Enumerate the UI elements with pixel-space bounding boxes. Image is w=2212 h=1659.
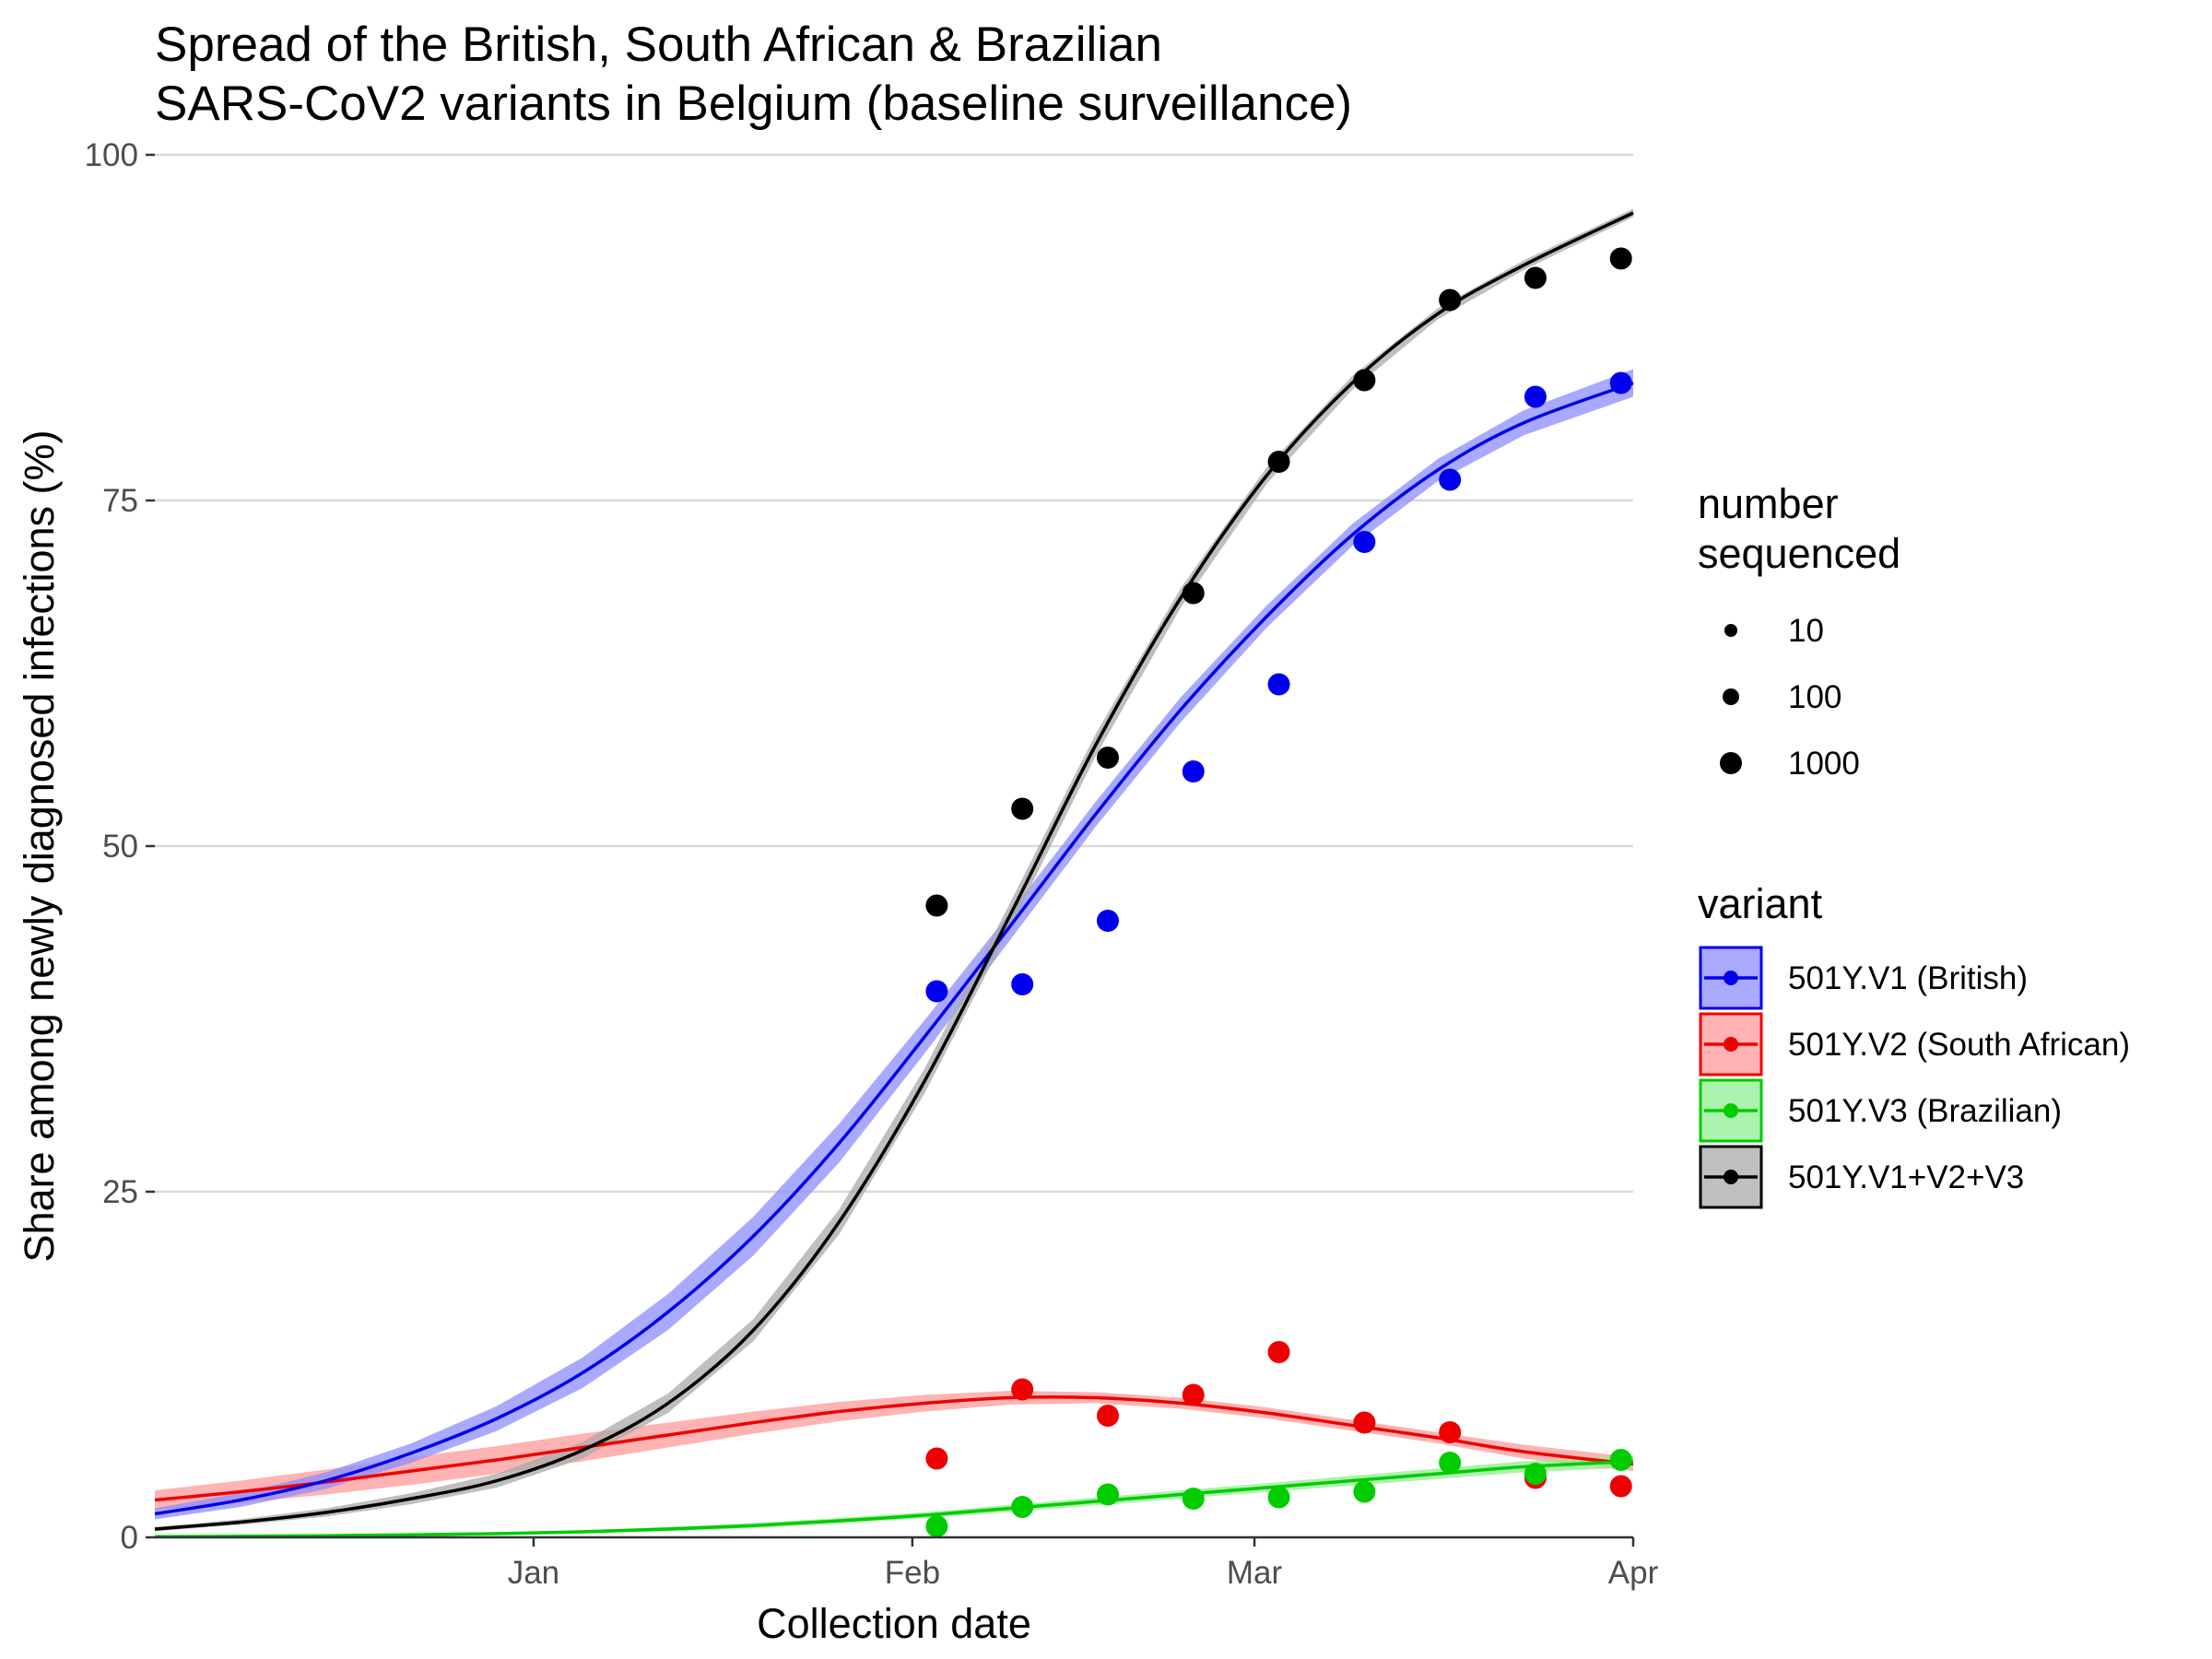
confidence-ribbons (155, 208, 1633, 1537)
point-series-2 (1011, 1378, 1034, 1401)
fit-line-series-3 (154, 1459, 1634, 1539)
point-series-2 (1182, 1383, 1205, 1406)
point-series-2 (1439, 1421, 1462, 1443)
point-series-4 (1609, 247, 1632, 270)
point-series-3 (1609, 1449, 1632, 1471)
variant-legend-label: 501Y.V2 (South African) (1788, 1027, 2130, 1063)
point-series-4 (1524, 266, 1547, 289)
chart-title: Spread of the British, South African & B… (155, 18, 1352, 131)
point-series-3 (1096, 1483, 1119, 1506)
size-legend-label: 100 (1788, 679, 1841, 715)
point-series-2 (925, 1447, 948, 1470)
ribbon-series-1 (155, 369, 1633, 1520)
size-legend-title: sequenced (1698, 530, 1900, 577)
x-tick-label: Jan (508, 1555, 559, 1591)
point-series-1 (1096, 910, 1119, 932)
variant-legend-key-dot (1724, 1037, 1738, 1052)
point-series-4 (1182, 582, 1205, 605)
x-tick-label: Apr (1608, 1555, 1659, 1591)
point-series-3 (925, 1515, 948, 1537)
point-series-3 (1267, 1486, 1290, 1509)
fit-lines (154, 211, 1634, 1539)
point-series-2 (1609, 1475, 1632, 1498)
y-axis-title: Share among newly diagnosed infections (… (16, 429, 63, 1262)
point-series-4 (925, 894, 948, 917)
point-series-2 (1353, 1411, 1376, 1434)
variant-legend-label: 501Y.V3 (Brazilian) (1788, 1093, 2062, 1129)
point-series-2 (1096, 1405, 1119, 1427)
fit-line-series-1 (154, 381, 1634, 1516)
title-line: SARS-CoV2 variants in Belgium (baseline … (155, 76, 1352, 131)
point-series-1 (1439, 468, 1462, 491)
point-series-1 (1011, 973, 1034, 995)
variant-legend-key-dot (1724, 971, 1738, 985)
size-legend-label: 1000 (1788, 746, 1860, 782)
x-tick-label: Mar (1227, 1555, 1283, 1591)
gridlines (155, 153, 1633, 1539)
y-tick-label: 0 (121, 1520, 138, 1556)
point-series-1 (1182, 760, 1205, 782)
point-series-3 (1353, 1480, 1376, 1503)
point-series-1 (1353, 531, 1376, 553)
point-series-4 (1439, 288, 1462, 312)
point-series-3 (1011, 1496, 1034, 1518)
variant-legend-key-dot (1724, 1170, 1738, 1184)
ribbon-series-2 (155, 1391, 1633, 1510)
x-tick-label: Feb (885, 1555, 940, 1591)
point-series-3 (1524, 1463, 1547, 1485)
point-series-1 (1267, 673, 1290, 696)
point-series-3 (1439, 1452, 1462, 1474)
variant-legend-key-dot (1724, 1103, 1738, 1118)
size-legend-key (1723, 688, 1739, 705)
point-series-4 (1267, 451, 1290, 473)
point-series-4 (1096, 747, 1119, 769)
point-series-1 (1524, 385, 1547, 408)
y-axis: 0 25 50 75 100 (85, 137, 155, 1556)
size-legend-label: 10 (1788, 613, 1824, 649)
point-series-3 (1182, 1488, 1205, 1510)
size-legend-title: number (1698, 480, 1839, 527)
x-axis: Jan Feb Mar Apr (155, 1535, 1659, 1591)
data-points (925, 247, 1632, 1537)
point-series-1 (925, 980, 948, 1003)
size-legend-key (1724, 624, 1737, 637)
ribbon-series-4 (155, 208, 1633, 1532)
point-series-2 (1267, 1341, 1290, 1363)
point-series-1 (1609, 371, 1632, 394)
fit-line-series-4 (154, 211, 1634, 1531)
variant-legend-title: variant (1698, 880, 1823, 927)
title-line: Spread of the British, South African & B… (155, 18, 1162, 72)
variant-legend: variant 501Y.V1 (British) 501Y.V2 (South A… (1698, 880, 2130, 1209)
size-legend-key (1720, 752, 1742, 774)
y-tick-label: 50 (102, 829, 138, 865)
y-tick-label: 100 (85, 137, 138, 173)
point-series-4 (1011, 797, 1034, 820)
x-axis-title: Collection date (757, 1600, 1031, 1647)
y-tick-label: 25 (102, 1174, 138, 1210)
y-tick-label: 75 (102, 483, 138, 519)
point-series-4 (1353, 369, 1376, 392)
variant-legend-label: 501Y.V1+V2+V3 (1788, 1159, 2024, 1195)
variant-legend-label: 501Y.V1 (British) (1788, 960, 2028, 996)
